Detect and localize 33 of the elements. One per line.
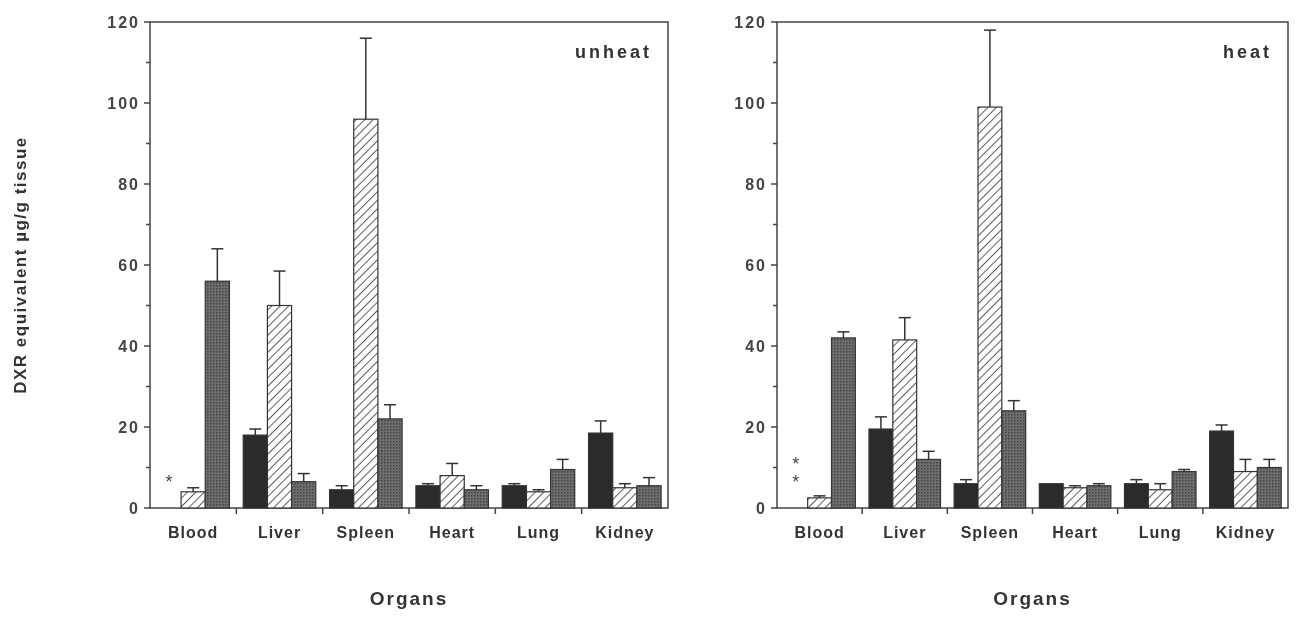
y-tick-label: 120: [107, 13, 140, 31]
y-tick-label: 20: [118, 418, 140, 436]
x-tick-label: Lung: [516, 524, 561, 541]
y-tick-label: 120: [734, 13, 767, 31]
annotation: unheat: [574, 42, 652, 62]
x-tick-label: Heart: [1052, 524, 1099, 541]
x-tick-label: Kidney: [595, 524, 655, 541]
y-tick-label: 20: [745, 418, 767, 436]
y-tick-label: 0: [129, 499, 140, 517]
y-tick-label: 100: [734, 94, 767, 112]
x-tick-label: Liver: [883, 524, 927, 541]
x-tick-label: Spleen: [336, 524, 396, 541]
y-tick-label: 80: [745, 175, 767, 193]
y-tick-label: 40: [118, 337, 140, 355]
x-tick-label: Heart: [429, 524, 476, 541]
x-tick-label: Lung: [1138, 524, 1182, 541]
y-axis-title: DXR equivalent µg/g tissue: [11, 136, 30, 394]
x-tick-label: Liver: [257, 524, 302, 541]
y-tick-label: 100: [107, 94, 140, 112]
y-tick-label: 40: [745, 337, 767, 355]
x-axis-title: Organs: [993, 588, 1072, 609]
y-tick-label: 60: [745, 256, 767, 274]
y-tick-label: 80: [118, 175, 140, 193]
x-tick-label: Blood: [168, 524, 219, 541]
x-axis-title: Organs: [369, 588, 449, 609]
annotation: heat: [1222, 42, 1272, 62]
x-tick-label: Spleen: [960, 524, 1020, 541]
y-tick-label: 60: [118, 256, 140, 274]
x-tick-label: Kidney: [1215, 524, 1276, 541]
annotation: *: [165, 472, 173, 492]
y-tick-label: 0: [756, 499, 767, 517]
annotation: **: [792, 454, 800, 492]
x-tick-label: Blood: [794, 524, 845, 541]
